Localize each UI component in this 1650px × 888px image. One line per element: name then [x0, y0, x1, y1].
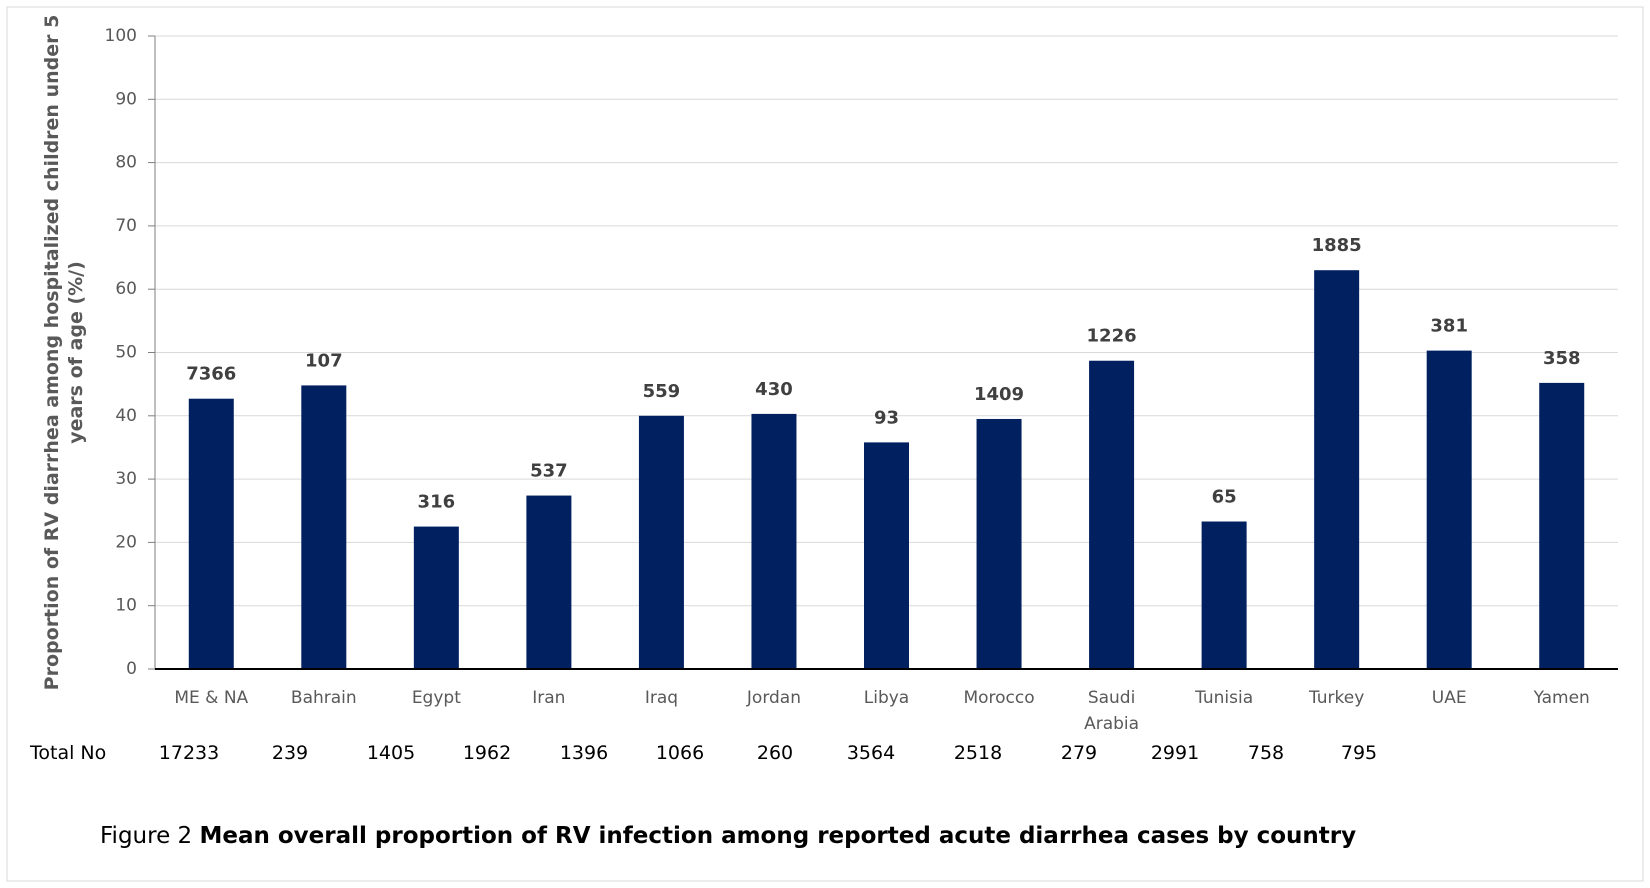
x-tick-label: Iraq [644, 688, 679, 708]
bar-count-label: 1409 [974, 384, 1024, 405]
bar-count-label: 1226 [1087, 326, 1137, 347]
caption: Figure 2 Mean overall proportion of RV i… [100, 823, 1356, 849]
bar [1426, 350, 1472, 669]
x-tick-label: Morocco [963, 688, 1035, 708]
bar-count-label: 316 [418, 492, 456, 513]
caption-prefix: Figure 2 [100, 823, 193, 849]
total-value: 1405 [366, 742, 416, 764]
bar-count-label: 430 [755, 379, 793, 400]
y-tick-label: 100 [105, 26, 137, 46]
bar [638, 415, 684, 669]
x-tick-label: Tunisia [1195, 688, 1254, 708]
bar-count-label: 65 [1212, 487, 1237, 508]
bar [1089, 360, 1135, 669]
totals-label: Total No [30, 742, 107, 764]
bar [1201, 521, 1247, 669]
y-tick-label: 70 [115, 216, 137, 236]
bar [1539, 382, 1585, 669]
x-tick-label: Yamen [1533, 688, 1590, 708]
x-tick-label: Bahrain [290, 688, 357, 708]
x-tick-label: Jordan [746, 688, 801, 708]
bar-count-label: 1885 [1312, 235, 1362, 256]
y-tick-label: 90 [115, 89, 137, 109]
bar-count-label: 537 [530, 461, 568, 482]
bar [751, 413, 797, 669]
bar-count-label: 559 [643, 381, 681, 402]
bar-count-label: 358 [1543, 348, 1581, 369]
y-axis-title-line: Proportion of RV diarrhea among hospital… [41, 15, 63, 691]
x-tick-label: Egypt [411, 688, 461, 708]
bar [301, 385, 347, 669]
x-tick-label: ME & NA [174, 688, 249, 708]
total-value: 1962 [462, 742, 512, 764]
bar [864, 442, 909, 669]
y-tick-label: 0 [126, 659, 137, 679]
x-tick-label: Libya [863, 688, 910, 708]
x-tick-label: Turkey [1308, 688, 1365, 708]
bar [188, 398, 234, 669]
y-tick-label: 50 [115, 343, 137, 363]
total-value: 260 [756, 742, 794, 764]
total-value: 795 [1340, 742, 1378, 764]
bar [1314, 270, 1360, 669]
frame [6, 6, 1644, 882]
total-value: 3564 [846, 742, 896, 764]
y-axis-title: Proportion of RV diarrhea among hospital… [41, 15, 87, 691]
y-tick-label: 40 [115, 406, 137, 426]
total-value: 2991 [1150, 742, 1200, 764]
total-value: 2518 [953, 742, 1003, 764]
y-tick-label: 30 [115, 469, 137, 489]
bar-count-label: 381 [1430, 316, 1468, 337]
y-tick-label: 80 [115, 153, 137, 173]
total-value: 17233 [158, 742, 220, 764]
x-tick-label: UAE [1431, 688, 1467, 708]
bar-count-label: 93 [874, 407, 899, 428]
bar [976, 418, 1022, 669]
total-value: 1396 [559, 742, 609, 764]
total-value: 758 [1247, 742, 1285, 764]
bar-count-label: 107 [305, 350, 343, 371]
total-value: 1066 [655, 742, 705, 764]
bar [526, 495, 572, 669]
y-tick-label: 10 [115, 596, 137, 616]
y-tick-label: 60 [115, 279, 137, 299]
x-tick-label: Saudi Arabia [1084, 688, 1140, 734]
total-value: 239 [271, 742, 309, 764]
y-tick-label: 20 [115, 532, 137, 552]
bar [413, 526, 459, 669]
bar-count-label: 7366 [186, 364, 236, 385]
y-axis-title-line: years of age (%/) [65, 261, 87, 444]
caption-text: Mean overall proportion of RV infection … [199, 823, 1357, 849]
x-tick-label: Iran [532, 688, 566, 708]
total-value: 279 [1060, 742, 1098, 764]
